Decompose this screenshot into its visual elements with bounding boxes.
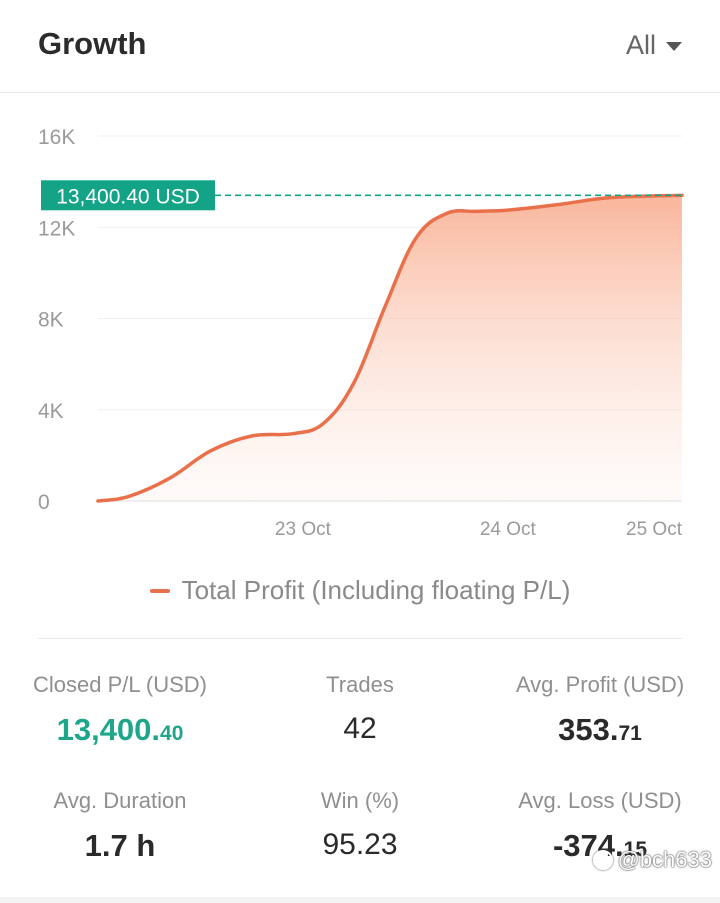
stat-value: 353.71	[480, 712, 720, 748]
stat-value-int: 353.	[558, 712, 619, 747]
watermark-text: @bch633	[617, 847, 712, 872]
watermark: @bch633	[593, 847, 712, 873]
current-value-label: 13,400.40 USD	[56, 185, 200, 208]
legend-swatch	[149, 588, 170, 593]
y-tick-label: 12K	[38, 217, 75, 240]
stat-value: 13,400.40	[0, 712, 240, 748]
period-filter-label: All	[625, 30, 656, 60]
stat-value-dec: 71	[618, 722, 642, 745]
stat-value: 42	[343, 712, 377, 745]
legend-label: Total Profit (Including floating P/L)	[181, 575, 571, 605]
x-tick-label: 23 Oct	[275, 519, 332, 540]
header: Growth All	[0, 0, 720, 93]
stat-label: Avg. Loss (USD)	[518, 788, 682, 813]
y-tick-label: 16K	[38, 126, 75, 149]
stat-value: 95.23	[322, 828, 398, 861]
x-tick-label: 25 Oct	[626, 519, 683, 540]
y-tick-label: 0	[38, 491, 50, 514]
y-tick-label: 8K	[38, 309, 64, 332]
period-filter-dropdown[interactable]: All	[626, 30, 682, 61]
stat-value-int: 13,400.	[56, 712, 161, 747]
stat-win: Win (%) 95.23	[240, 788, 480, 862]
stat-label: Closed P/L (USD)	[32, 672, 207, 697]
stat-trades: Trades 42	[240, 672, 480, 746]
divider	[38, 638, 682, 639]
weibo-icon	[593, 850, 614, 870]
x-tick-label: 24 Oct	[480, 519, 537, 540]
stat-value-dec: 40	[160, 722, 184, 745]
page-title: Growth	[38, 26, 147, 61]
bottom-edge	[0, 897, 720, 903]
stat-avg-profit: Avg. Profit (USD) 353.71	[480, 672, 720, 748]
stat-value: 1.7 h	[84, 828, 156, 863]
stat-value: -374.15	[480, 828, 720, 864]
caret-down-icon	[666, 42, 682, 51]
stat-label: Avg. Duration	[53, 788, 187, 813]
chart-legend: Total Profit (Including floating P/L)	[0, 575, 720, 606]
y-tick-label: 4K	[38, 400, 64, 423]
stat-value-dec: 15	[623, 838, 648, 861]
growth-chart: 13,400.40 USD 0 4K 8K 12K 16K 23 Oct 24 Oct 25 …	[38, 126, 684, 540]
stat-label: Avg. Profit (USD)	[515, 672, 685, 697]
stat-closed-pl: Closed P/L (USD) 13,400.40	[0, 672, 240, 748]
stat-label: Trades	[326, 672, 394, 697]
stat-label: Win (%)	[320, 788, 400, 813]
stat-avg-loss: Avg. Loss (USD) -374.15	[480, 788, 720, 864]
stat-avg-duration: Avg. Duration 1.7 h	[0, 788, 240, 864]
current-value-badge	[41, 180, 215, 211]
series-area	[98, 195, 682, 501]
series-line	[96, 193, 684, 503]
